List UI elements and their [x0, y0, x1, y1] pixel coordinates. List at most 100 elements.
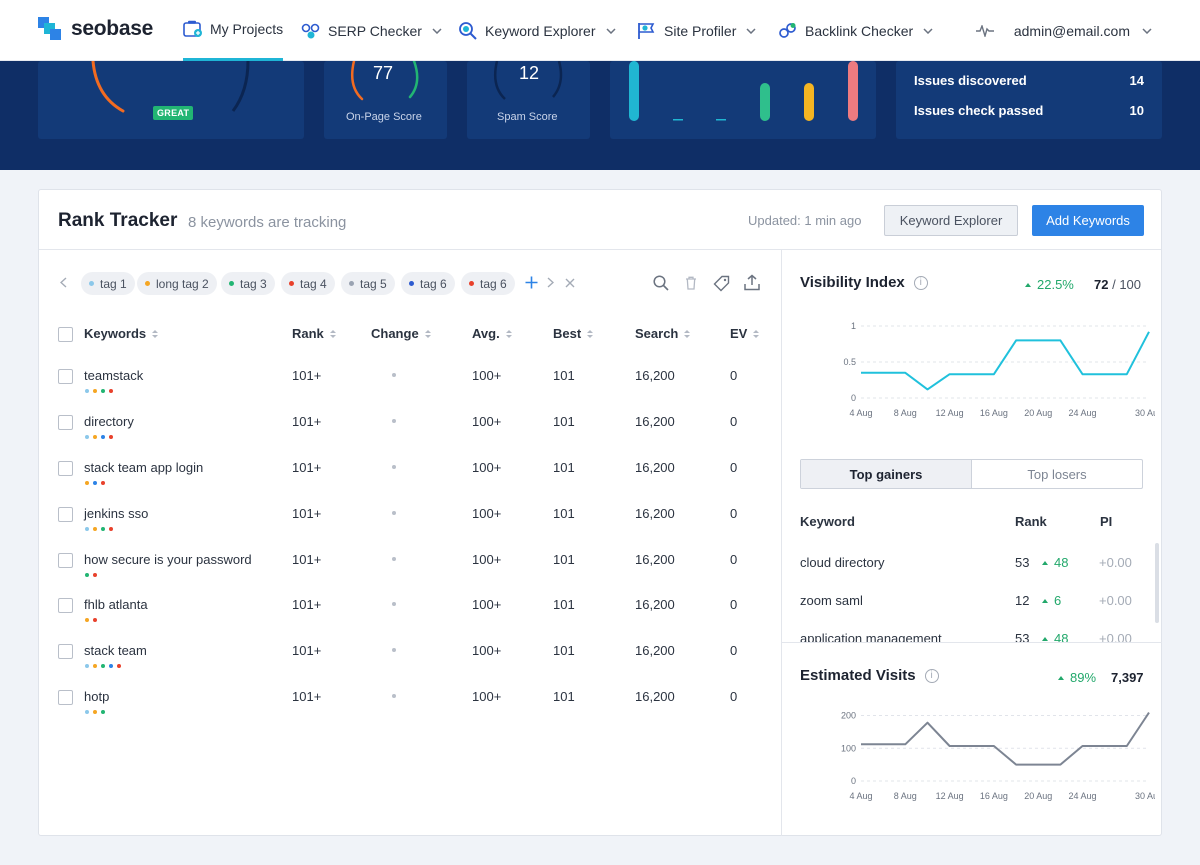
tag-color-dot — [349, 281, 354, 286]
row-checkbox[interactable] — [58, 553, 73, 568]
keyword-explorer-icon — [458, 21, 478, 41]
col-search[interactable]: Search — [635, 326, 691, 341]
keyword-explorer-button[interactable]: Keyword Explorer — [884, 205, 1018, 236]
tag-chip[interactable]: tag 3 — [221, 272, 275, 295]
estimated-visits-x-tick: 24 Aug — [1069, 791, 1097, 801]
table-row[interactable]: jenkins sso 101+ 100+ 101 16,200 0 — [39, 506, 779, 552]
visibility-x-tick: 24 Aug — [1069, 408, 1097, 418]
table-row[interactable]: stack team app login 101+ 100+ 101 16,20… — [39, 460, 779, 506]
row-checkbox[interactable] — [58, 369, 73, 384]
col-keywords[interactable]: Keywords — [84, 326, 159, 341]
keyword-tag-dots — [85, 389, 113, 393]
nav-site-profiler[interactable]: Site Profiler — [637, 0, 756, 61]
chevron-left-icon[interactable] — [60, 277, 67, 288]
table-row[interactable]: fhlb atlanta 101+ 100+ 101 16,200 0 — [39, 597, 779, 643]
row-checkbox[interactable] — [58, 415, 73, 430]
add-keywords-button[interactable]: Add Keywords — [1032, 205, 1144, 236]
row-checkbox[interactable] — [58, 598, 73, 613]
nav-label: Backlink Checker — [805, 22, 914, 39]
col-avg[interactable]: Avg. — [472, 326, 512, 341]
table-row[interactable]: directory 101+ 100+ 101 16,200 0 — [39, 414, 779, 460]
keyword-cell[interactable]: stack team app login — [84, 460, 204, 475]
issues-passed-value: 10 — [1129, 103, 1144, 118]
change-cell — [392, 419, 396, 423]
issues-summary-card — [896, 61, 1162, 139]
issues-passed-row: Issues check passed 10 — [914, 103, 1144, 118]
col-change[interactable]: Change — [371, 326, 431, 341]
rank-cell: 101+ — [292, 506, 322, 521]
nav-my-projects[interactable]: My Projects — [183, 0, 284, 61]
visibility-max: / 100 — [1112, 277, 1142, 292]
chevron-right-icon[interactable] — [547, 277, 554, 288]
trash-icon[interactable] — [685, 276, 697, 290]
movers-col-keyword: Keyword — [800, 514, 855, 529]
keyword-cell[interactable]: jenkins sso — [84, 506, 149, 521]
tag-chip[interactable]: tag 6 — [401, 272, 455, 295]
col-ev[interactable]: EV — [730, 326, 760, 341]
tag-chip[interactable]: long tag 2 — [137, 272, 217, 295]
nav-keyword-explorer[interactable]: Keyword Explorer — [458, 0, 616, 61]
keyword-cell[interactable]: hotp — [84, 689, 110, 704]
info-icon[interactable]: i — [913, 275, 928, 290]
tracking-count: 8 keywords are tracking — [188, 214, 347, 231]
col-rank[interactable]: Rank — [292, 326, 336, 341]
list-item[interactable]: application management 53 48 +0.00 — [800, 631, 1150, 642]
tag-chip[interactable]: tag 1 — [81, 272, 135, 295]
keyword-cell[interactable]: teamstack — [84, 368, 144, 383]
row-checkbox[interactable] — [58, 461, 73, 476]
search-cell: 16,200 — [635, 643, 675, 658]
table-row[interactable]: hotp 101+ 100+ 101 16,200 0 — [39, 689, 779, 735]
tag-chip[interactable]: tag 6 — [461, 272, 515, 295]
health-gauge — [91, 61, 250, 113]
row-checkbox[interactable] — [58, 690, 73, 705]
export-icon[interactable] — [744, 274, 760, 291]
sort-icon — [587, 329, 594, 338]
tag-chip[interactable]: tag 4 — [281, 272, 335, 295]
brand-logo[interactable]: seobase — [38, 17, 153, 41]
nav-label: Site Profiler — [664, 22, 737, 39]
visibility-title-text: Visibility Index — [800, 274, 905, 291]
tag-label: tag 6 — [480, 276, 507, 291]
issues-bar-chart — [629, 61, 858, 121]
tab-top-gainers[interactable]: Top gainers — [801, 460, 972, 488]
table-row[interactable]: how secure is your password 101+ 100+ 10… — [39, 552, 779, 598]
row-checkbox[interactable] — [58, 507, 73, 522]
keyword-cell[interactable]: fhlb atlanta — [84, 597, 148, 612]
movers-tabs: Top gainers Top losers — [800, 459, 1143, 489]
best-cell: 101 — [553, 552, 575, 567]
estimated-visits-x-tick: 12 Aug — [936, 791, 964, 801]
add-tag-icon[interactable] — [525, 276, 538, 289]
change-cell — [392, 557, 396, 561]
col-best[interactable]: Best — [553, 326, 594, 341]
table-row[interactable]: stack team 101+ 100+ 101 16,200 0 — [39, 643, 779, 689]
tab-top-losers[interactable]: Top losers — [1027, 466, 1087, 482]
table-row[interactable]: teamstack 101+ 100+ 101 16,200 0 — [39, 368, 779, 414]
user-menu[interactable]: admin@email.com — [975, 0, 1152, 61]
tag-color-dot — [229, 281, 234, 286]
nav-serp-checker[interactable]: SERP Checker — [301, 0, 442, 61]
keyword-cell[interactable]: how secure is your password — [84, 552, 252, 567]
best-cell: 101 — [553, 689, 575, 704]
visibility-score: 72 — [1094, 277, 1109, 292]
spam-score-card — [467, 61, 590, 139]
activity-icon — [975, 24, 994, 37]
tag-label: tag 6 — [420, 276, 447, 291]
info-icon[interactable]: i — [924, 668, 939, 683]
nav-backlink-checker[interactable]: Backlink Checker — [778, 0, 933, 61]
list-item[interactable]: cloud directory 53 48 +0.00 — [800, 555, 1150, 593]
tag-chip[interactable]: tag 5 — [341, 272, 395, 295]
search-icon[interactable] — [653, 275, 669, 291]
movers-list[interactable]: cloud directory 53 48 +0.00 zoom saml 12… — [782, 530, 1162, 642]
rank-tracker-header: Rank Tracker 8 keywords are tracking Upd… — [39, 190, 1161, 250]
clear-tags-icon[interactable] — [565, 278, 575, 288]
visibility-chart: 0 0.5 1 4 Aug 8 Aug 12 Aug 16 Aug 20 Aug 24 Aug 3… — [843, 321, 1155, 418]
sort-icon — [684, 329, 691, 338]
keyword-cell[interactable]: directory — [84, 414, 134, 429]
tag-icon[interactable] — [713, 275, 730, 292]
movers-scrollbar[interactable] — [1155, 543, 1159, 623]
list-item[interactable]: zoom saml 12 6 +0.00 — [800, 593, 1150, 631]
select-all-checkbox[interactable] — [58, 327, 73, 342]
row-checkbox[interactable] — [58, 644, 73, 659]
keyword-cell[interactable]: stack team — [84, 643, 147, 658]
col-label: Best — [553, 326, 582, 341]
